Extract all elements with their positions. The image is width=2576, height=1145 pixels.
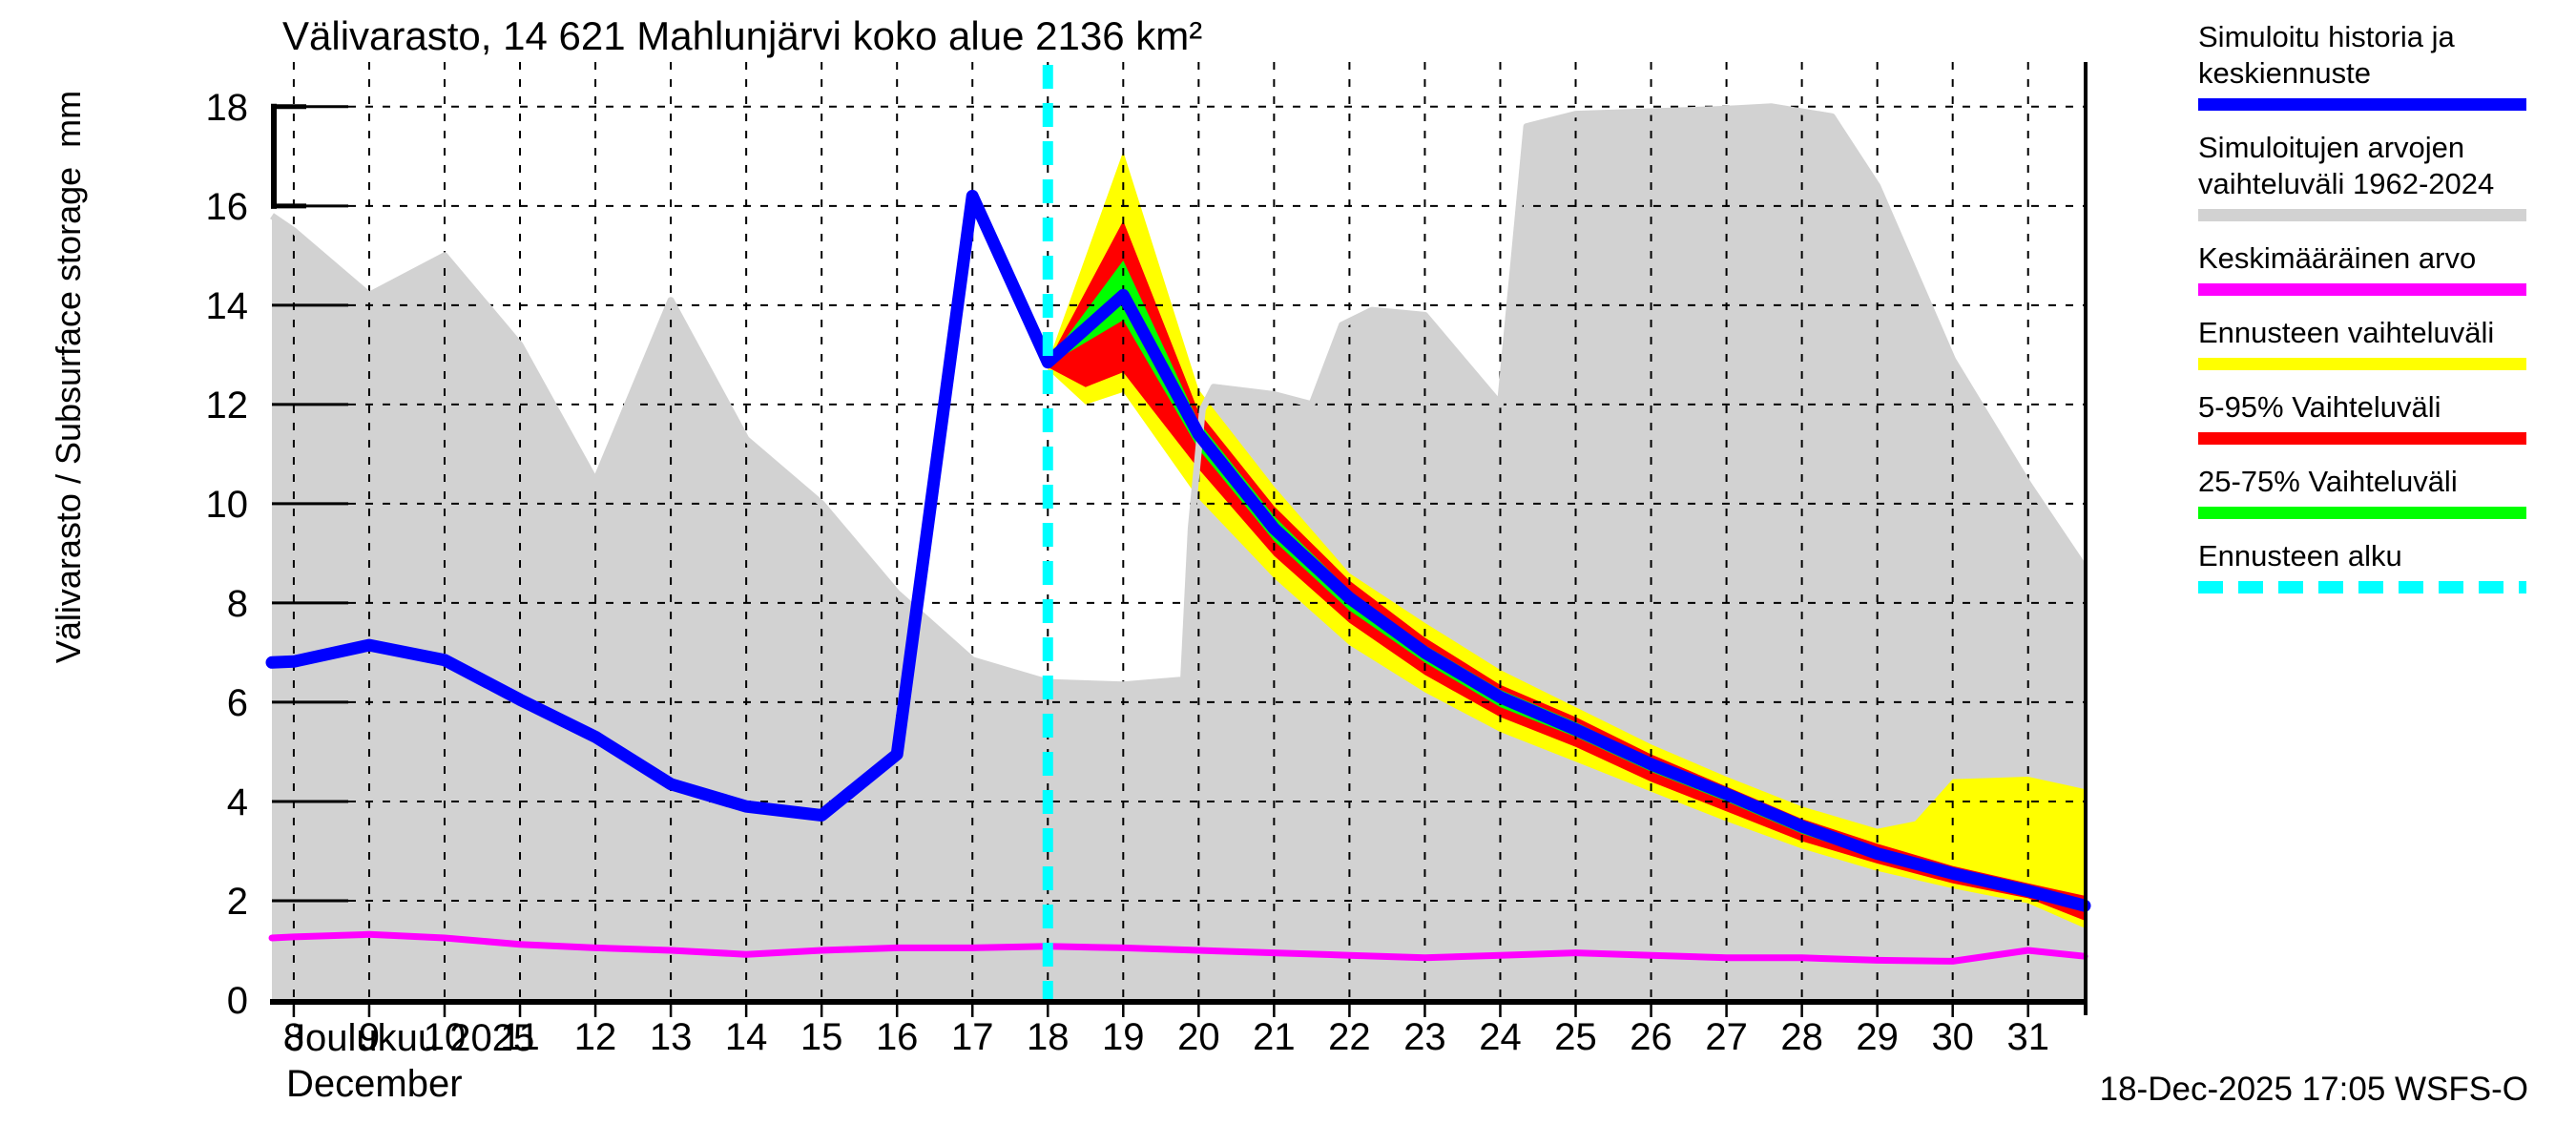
x-tick-label: 12 [574,1016,617,1058]
legend-label: 25-75% Vaihteluväli [2198,465,2458,498]
x-tick-label: 30 [1931,1016,1974,1058]
x-tick-label: 18 [1027,1016,1070,1058]
y-tick-label: 18 [206,87,249,129]
x-tick-label: 17 [951,1016,994,1058]
y-tick-label: 0 [227,980,248,1022]
series-simulated-history-and-mean-forecast [265,189,2091,912]
y-tick-label: 14 [206,285,249,327]
legend: Simuloitu historia ja keskiennuste Simulo… [2198,19,2534,613]
legend-item-1: Simuloitujen arvojen vaihteluväli 1962-2… [2198,130,2534,221]
x-tick-label: 23 [1403,1016,1446,1058]
legend-label: Simuloitujen arvojen vaihteluväli 1962-2… [2198,131,2495,200]
legend-item-4: 5-95% Vaihteluväli [2198,389,2534,445]
legend-swatch [2198,283,2526,296]
legend-swatch [2198,581,2526,593]
legend-label: Keskimääräinen arvo [2198,241,2477,275]
y-tick-label: 4 [227,781,248,823]
x-tick-label: 11 [500,1016,540,1058]
legend-swatch [2198,507,2526,519]
legend-label: Simuloitu historia ja keskiennuste [2198,20,2455,90]
x-tick-label: 27 [1705,1016,1748,1058]
x-tick-label: 13 [650,1016,693,1058]
series-simulated-range-1962-2024-outline [270,103,2088,689]
x-axis-caption-finnish: Joulukuu 2025 [286,1017,535,1059]
series-range-25-75 [1048,260,2085,911]
x-tick-label: 29 [1856,1016,1899,1058]
chart-title: Välivarasto, 14 621 Mahlunjärvi koko alu… [282,13,1203,58]
x-tick-label: 22 [1328,1016,1371,1058]
y-tick-label: 12 [206,385,249,427]
legend-item-0: Simuloitu historia ja keskiennuste [2198,19,2534,111]
x-tick-label: 24 [1479,1016,1522,1058]
legend-item-6: Ennusteen alku [2198,538,2534,593]
y-tick-label: 2 [227,881,248,923]
x-tick-label: 9 [359,1016,380,1058]
generation-timestamp: 18-Dec-2025 17:05 WSFS-O [2099,1071,2528,1108]
legend-label: Ennusteen vaihteluväli [2198,316,2495,349]
y-tick-label: 16 [206,186,249,228]
y-tick-label: 10 [206,484,249,526]
x-tick-label: 16 [876,1016,919,1058]
x-tick-label: 19 [1102,1016,1145,1058]
x-axis-caption-english: December [286,1063,463,1105]
legend-swatch [2198,209,2526,221]
series-forecast-range [1048,151,2085,928]
legend-item-5: 25-75% Vaihteluväli [2198,464,2534,519]
x-tick-label: 25 [1554,1016,1597,1058]
axes: 8 9 10 11 12 13 14 15 16 17 18 19 20 21 22 23 24 25 26 27 28… [206,62,2088,1058]
legend-swatch [2198,98,2526,111]
legend-label: 5-95% Vaihteluväli [2198,390,2441,424]
y-tick-label: 8 [227,583,248,625]
x-tick-label: 10 [424,1016,467,1058]
x-tick-label: 28 [1780,1016,1823,1058]
legend-item-2: Keskimääräinen arvo [2198,240,2534,296]
legend-swatch [2198,432,2526,445]
legend-swatch [2198,358,2526,370]
x-tick-label: 14 [725,1016,768,1058]
x-tick-label: 31 [2006,1016,2049,1058]
series-mean-value [268,930,2088,965]
x-tick-label: 8 [283,1016,304,1058]
series-simulated-range-1962-2024 [272,106,2085,1001]
x-tick-label: 15 [800,1016,843,1058]
legend-label: Ennusteen alku [2198,539,2402,572]
y-tick-label: 6 [227,682,248,724]
x-tick-label: 21 [1253,1016,1296,1058]
legend-item-3: Ennusteen vaihteluväli [2198,315,2534,370]
x-tick-label: 20 [1177,1016,1220,1058]
x-tick-label: 26 [1630,1016,1672,1058]
